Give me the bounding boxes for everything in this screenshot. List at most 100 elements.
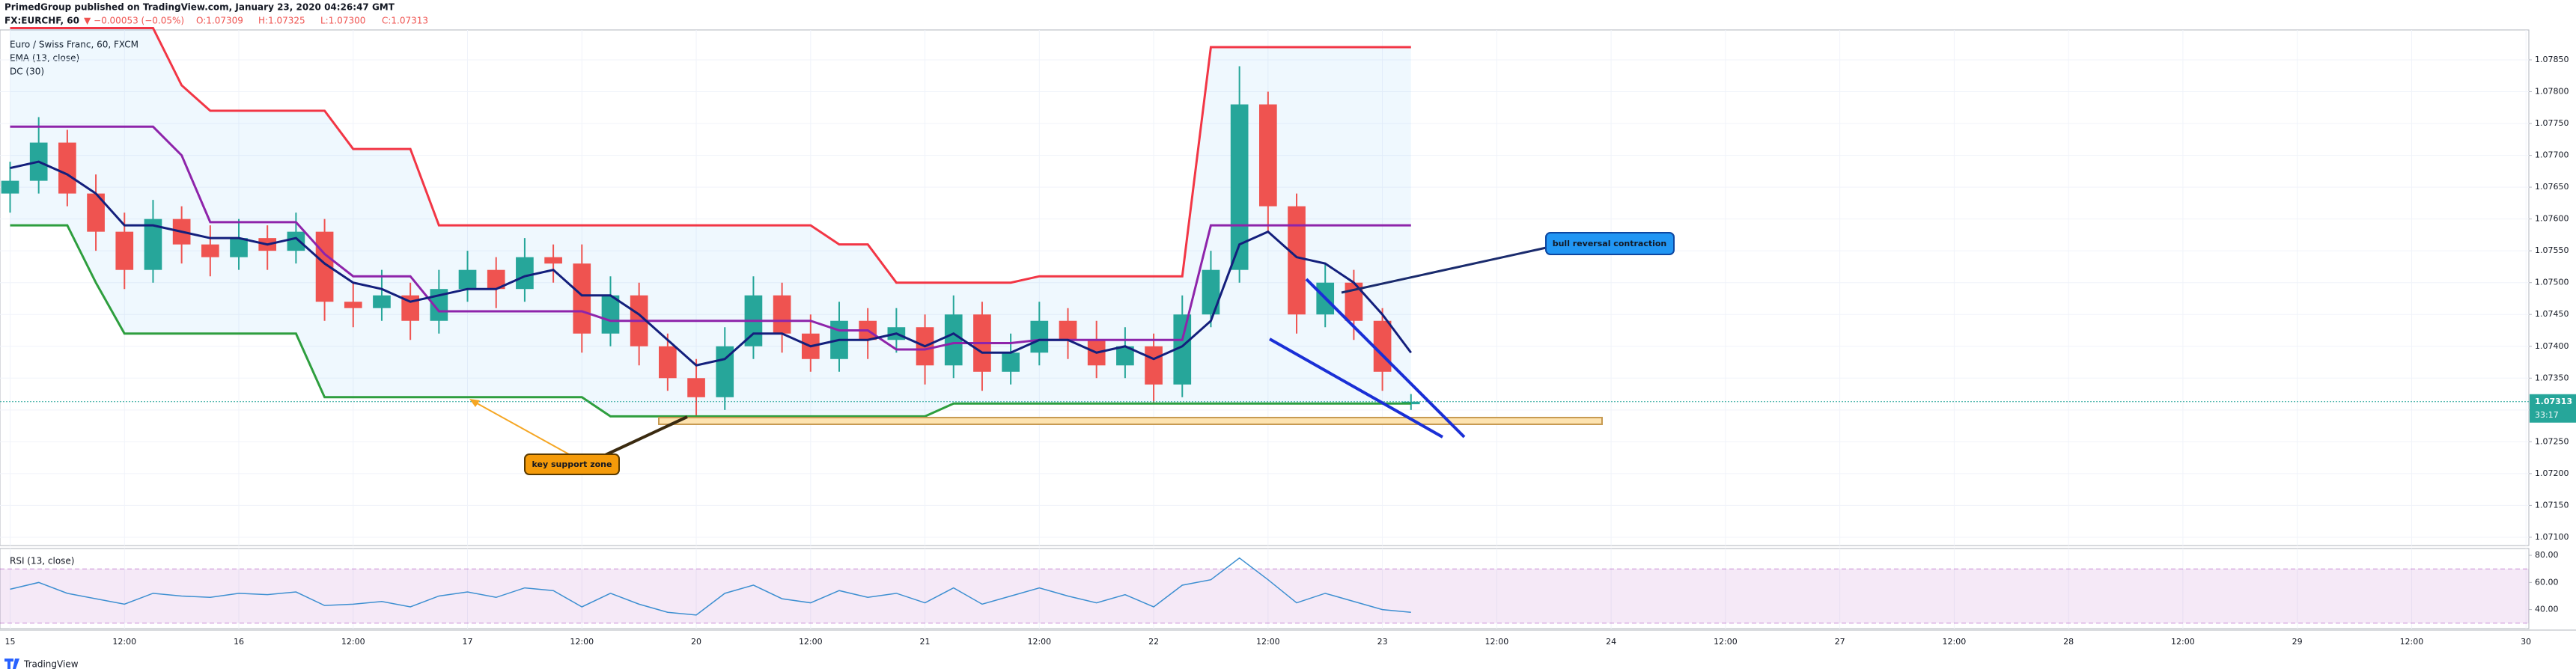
rsi-y-tick-label: 40.00 bbox=[2535, 605, 2559, 614]
candle-body bbox=[1202, 269, 1220, 315]
arrow-thin bbox=[471, 400, 570, 455]
x-tick-label: 12:00 bbox=[1485, 637, 1509, 647]
y-tick-label: 1.07350 bbox=[2535, 373, 2569, 382]
y-tick-label: 1.07650 bbox=[2535, 182, 2569, 192]
legend-dc: DC (30) bbox=[10, 67, 44, 77]
support-label-box bbox=[524, 453, 620, 475]
candle-body bbox=[1258, 104, 1277, 207]
callout-box bbox=[1545, 232, 1675, 255]
candle-body bbox=[1373, 320, 1392, 372]
callout-text: bull reversal contraction bbox=[1553, 239, 1667, 248]
x-tick-label: 24 bbox=[1606, 637, 1616, 647]
candle-body bbox=[659, 346, 677, 379]
rsi-frame bbox=[0, 548, 2530, 629]
x-tick-label: 12:00 bbox=[1256, 637, 1280, 647]
candle-body bbox=[144, 219, 162, 270]
ohlc-low: L:1.07300 bbox=[320, 16, 365, 26]
annotations: bull reversal contraction key support zo… bbox=[469, 232, 1675, 475]
y-tick-label: 1.07600 bbox=[2535, 214, 2569, 224]
rsi-band bbox=[0, 569, 2529, 623]
y-tick-label: 1.07150 bbox=[2535, 500, 2569, 510]
support-zone bbox=[658, 417, 1603, 425]
footer: TradingView bbox=[4, 659, 79, 670]
x-tick-label: 16 bbox=[234, 637, 244, 647]
x-tick-label: 30 bbox=[2521, 637, 2531, 647]
candle-body bbox=[201, 244, 219, 257]
candle-body bbox=[1030, 320, 1049, 353]
x-tick-label: 12:00 bbox=[1714, 637, 1738, 647]
last-price-label: 1.07313 bbox=[2535, 397, 2572, 406]
y-tick-label: 1.07750 bbox=[2535, 118, 2569, 128]
wedge-upper bbox=[1305, 278, 1466, 439]
candle-body bbox=[1, 180, 19, 194]
candle-body bbox=[1145, 346, 1163, 385]
rsi-y-tick-label: 80.00 bbox=[2535, 550, 2559, 560]
candle-body bbox=[773, 295, 791, 334]
published: PrimedGroup published on TradingView.com… bbox=[4, 2, 395, 13]
x-tick-label: 15 bbox=[4, 637, 15, 647]
rsi-y-tick-label: 60.00 bbox=[2535, 577, 2559, 587]
ema-line bbox=[10, 160, 1412, 367]
legend-ema: EMA (13, close) bbox=[10, 53, 79, 64]
countdown: 33:17 bbox=[2535, 410, 2559, 420]
arrow-thick bbox=[598, 415, 688, 459]
candle-body bbox=[115, 231, 134, 270]
support-label: key support zone bbox=[532, 459, 612, 469]
candle-body bbox=[1173, 314, 1192, 385]
y-tick-label: 1.07800 bbox=[2535, 87, 2569, 97]
candle-body bbox=[1230, 104, 1249, 270]
dc-upper bbox=[10, 26, 1411, 284]
symbol: FX:EURCHF, 60 bbox=[4, 16, 79, 26]
rsi-line bbox=[10, 557, 1411, 616]
candle-body bbox=[544, 257, 562, 264]
change: ▼ −0.00053 (−0.05%) bbox=[84, 16, 184, 26]
candle-body bbox=[458, 269, 477, 290]
y-tick-label: 1.07200 bbox=[2535, 468, 2569, 478]
x-tick-label: 12:00 bbox=[112, 637, 136, 647]
candle-body bbox=[601, 295, 620, 334]
y-tick-label: 1.07500 bbox=[2535, 278, 2569, 287]
x-tick-label: 20 bbox=[691, 637, 701, 647]
ohlc-close: C:1.07313 bbox=[382, 16, 428, 26]
x-tick-label: 29 bbox=[2292, 637, 2303, 647]
y-tick-label: 1.07400 bbox=[2535, 341, 2569, 351]
candle-body bbox=[487, 269, 505, 290]
x-tick-label: 12:00 bbox=[2400, 637, 2424, 647]
y-tick-label: 1.07450 bbox=[2535, 309, 2569, 319]
arrow-head bbox=[469, 399, 480, 407]
candle-body bbox=[58, 142, 76, 194]
x-tick-label: 22 bbox=[1148, 637, 1159, 647]
footer-text: TradingView bbox=[23, 659, 79, 670]
x-tick-label: 12:00 bbox=[341, 637, 365, 647]
candle-body bbox=[1002, 352, 1020, 372]
candle-body bbox=[944, 314, 963, 366]
x-tick-label: 12:00 bbox=[2171, 637, 2195, 647]
candle-body bbox=[516, 257, 534, 290]
ohlc-high: H:1.07325 bbox=[258, 16, 305, 26]
candle-body bbox=[230, 238, 248, 257]
candle-body bbox=[287, 231, 305, 251]
x-tick-label: 12:00 bbox=[799, 637, 823, 647]
dc-lower bbox=[10, 224, 1411, 418]
legend-rsi: RSI (13, close) bbox=[10, 556, 74, 566]
y-tick-label: 1.07250 bbox=[2535, 436, 2569, 446]
x-tick-label: 12:00 bbox=[1943, 637, 1967, 647]
callout-pointer bbox=[1341, 245, 1550, 294]
x-tick-label: 28 bbox=[2063, 637, 2074, 647]
x-tick-label: 21 bbox=[920, 637, 931, 647]
y-tick-label: 1.07850 bbox=[2535, 55, 2569, 64]
x-tick-label: 12:00 bbox=[1027, 637, 1051, 647]
last-price-box bbox=[2530, 394, 2576, 423]
plot-frame bbox=[0, 29, 2530, 546]
dc-fill bbox=[10, 28, 1411, 417]
candle-body bbox=[87, 193, 105, 232]
wedge-lower bbox=[1269, 337, 1443, 439]
candle-body bbox=[1116, 346, 1134, 366]
dc-middle bbox=[10, 125, 1411, 351]
ohlc-open: O:1.07309 bbox=[196, 16, 243, 26]
chart-title: Euro / Swiss Franc, 60, FXCM bbox=[10, 40, 138, 50]
candle-body bbox=[687, 378, 705, 397]
